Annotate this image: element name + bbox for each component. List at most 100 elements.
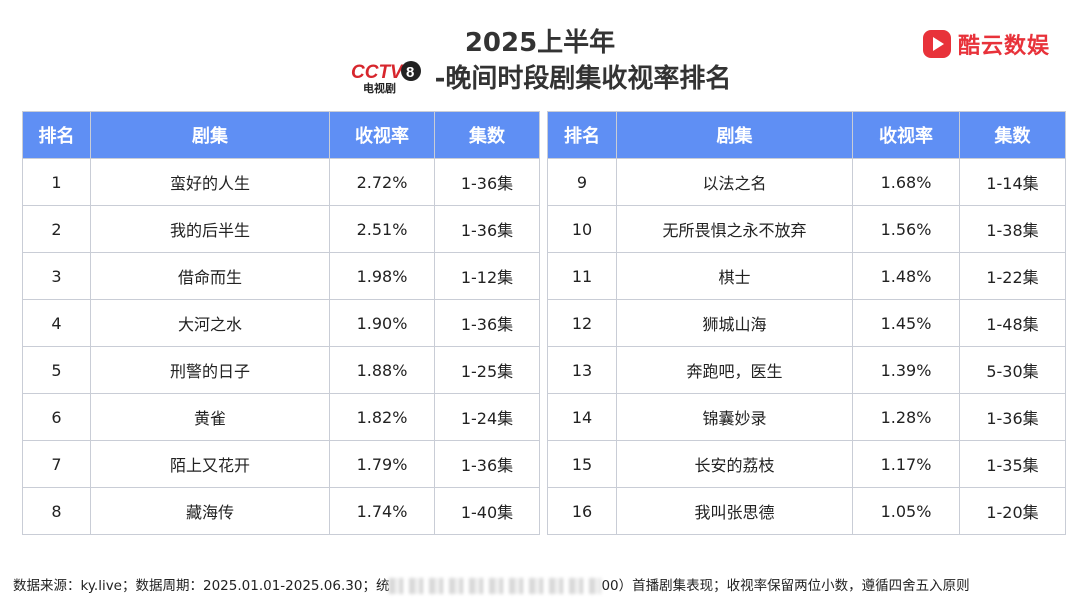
table-row: 9 以法之名 1.68% 1-14集 bbox=[547, 158, 1066, 206]
cell-series-name: 奔跑吧，医生 bbox=[616, 346, 853, 394]
cell-rating: 1.98% bbox=[329, 252, 435, 300]
header-episodes: 集数 bbox=[959, 111, 1066, 159]
table-row: 4 大河之水 1.90% 1-36集 bbox=[22, 299, 540, 347]
cell-episodes: 1-36集 bbox=[959, 393, 1066, 441]
cell-rank: 2 bbox=[22, 205, 91, 253]
cell-series-name: 藏海传 bbox=[90, 487, 330, 535]
cell-rating: 1.56% bbox=[852, 205, 960, 253]
cell-series-name: 长安的荔枝 bbox=[616, 440, 853, 488]
cell-episodes: 1-25集 bbox=[434, 346, 540, 394]
cell-episodes: 1-12集 bbox=[434, 252, 540, 300]
cell-series-name: 借命而生 bbox=[90, 252, 330, 300]
table-header-row: 排名 剧集 收视率 集数 bbox=[22, 111, 540, 159]
svg-text:8: 8 bbox=[406, 64, 414, 81]
ranking-table-left: 排名 剧集 收视率 集数 1 蛮好的人生 2.72% 1-36集 2 我的后半生 2.51%… bbox=[22, 111, 540, 535]
cell-rank: 6 bbox=[22, 393, 91, 441]
cell-rank: 1 bbox=[22, 158, 91, 206]
cell-series-name: 棋士 bbox=[616, 252, 853, 300]
cell-episodes: 1-48集 bbox=[959, 299, 1066, 347]
cell-series-name: 蛮好的人生 bbox=[90, 158, 330, 206]
table-row: 7 陌上又花开 1.79% 1-36集 bbox=[22, 440, 540, 488]
footnote-text-start: 数据来源：ky.live；数据周期：2025.01.01-2025.06.30；… bbox=[13, 578, 390, 594]
cell-rank: 10 bbox=[547, 205, 617, 253]
cell-series-name: 刑警的日子 bbox=[90, 346, 330, 394]
cell-rank: 14 bbox=[547, 393, 617, 441]
table-row: 12 狮城山海 1.45% 1-48集 bbox=[547, 299, 1066, 347]
cell-rating: 1.68% bbox=[852, 158, 960, 206]
table-header-row: 排名 剧集 收视率 集数 bbox=[547, 111, 1066, 159]
table-row: 10 无所畏惧之永不放弃 1.56% 1-38集 bbox=[547, 205, 1066, 253]
brand-name: 酷云数娱 bbox=[957, 34, 1050, 59]
table-row: 3 借命而生 1.98% 1-12集 bbox=[22, 252, 540, 300]
cell-rating: 1.79% bbox=[329, 440, 435, 488]
cell-episodes: 1-40集 bbox=[434, 487, 540, 535]
cell-rating: 1.17% bbox=[852, 440, 960, 488]
cell-rank: 16 bbox=[547, 487, 617, 535]
cell-rating: 1.88% bbox=[329, 346, 435, 394]
cell-rank: 8 bbox=[22, 487, 91, 535]
cell-rank: 12 bbox=[547, 299, 617, 347]
cell-rank: 3 bbox=[22, 252, 91, 300]
cctv8-logo: CCTV8 8 电视剧 bbox=[351, 60, 421, 95]
cell-rating: 1.74% bbox=[329, 487, 435, 535]
cell-rank: 11 bbox=[547, 252, 617, 300]
cell-series-name: 陌上又花开 bbox=[90, 440, 330, 488]
cell-episodes: 1-14集 bbox=[959, 158, 1066, 206]
header-series: 剧集 bbox=[616, 111, 853, 159]
ranking-table-right: 排名 剧集 收视率 集数 9 以法之名 1.68% 1-14集 10 无所畏惧之永不放弃 1… bbox=[547, 111, 1066, 535]
table-row: 16 我叫张思德 1.05% 1-20集 bbox=[547, 487, 1066, 535]
cell-episodes: 1-35集 bbox=[959, 440, 1066, 488]
cell-episodes: 1-38集 bbox=[959, 205, 1066, 253]
cell-rating: 2.51% bbox=[329, 205, 435, 253]
channel-8-badge bbox=[400, 60, 421, 81]
cell-rank: 9 bbox=[547, 158, 617, 206]
cell-rating: 1.48% bbox=[852, 252, 960, 300]
table-row: 11 棋士 1.48% 1-22集 bbox=[547, 252, 1066, 300]
page-title-line1: 2025上半年 bbox=[464, 28, 616, 58]
cell-series-name: 黄雀 bbox=[90, 393, 330, 441]
page-title-line2: CCTV8 8 电视剧 -晚间时段剧集收视率排名 bbox=[0, 58, 1080, 95]
table-row: 1 蛮好的人生 2.72% 1-36集 bbox=[22, 158, 540, 206]
table-row: 15 长安的荔枝 1.17% 1-35集 bbox=[547, 440, 1066, 488]
cell-rank: 4 bbox=[22, 299, 91, 347]
table-row: 5 刑警的日子 1.88% 1-25集 bbox=[22, 346, 540, 394]
kuyun-play-icon bbox=[922, 30, 951, 58]
cell-rating: 1.28% bbox=[852, 393, 960, 441]
footnote-text-end: 00）首播剧集表现；收视率保留两位小数，遵循四舍五入原则 bbox=[601, 578, 970, 594]
brand-logo: 酷云数娱 bbox=[922, 28, 1050, 60]
header-rating: 收视率 bbox=[329, 111, 435, 159]
header-rank: 排名 bbox=[22, 111, 91, 159]
cctv-logo-text: CCTV8 bbox=[351, 62, 414, 83]
table-row: 8 藏海传 1.74% 1-40集 bbox=[22, 487, 540, 535]
cell-rating: 2.72% bbox=[329, 158, 435, 206]
cell-rating: 1.39% bbox=[852, 346, 960, 394]
cell-episodes: 5-30集 bbox=[959, 346, 1066, 394]
page-title-suffix: -晚间时段剧集收视率排名 bbox=[434, 64, 732, 94]
header-rating: 收视率 bbox=[852, 111, 960, 159]
cell-episodes: 1-24集 bbox=[434, 393, 540, 441]
cell-series-name: 狮城山海 bbox=[616, 299, 853, 347]
cell-episodes: 1-36集 bbox=[434, 299, 540, 347]
cell-rating: 1.90% bbox=[329, 299, 435, 347]
table-row: 2 我的后半生 2.51% 1-36集 bbox=[22, 205, 540, 253]
redacted-watermark bbox=[389, 578, 602, 594]
cell-episodes: 1-36集 bbox=[434, 205, 540, 253]
cell-rank: 7 bbox=[22, 440, 91, 488]
cell-series-name: 我叫张思德 bbox=[616, 487, 853, 535]
header-series: 剧集 bbox=[90, 111, 330, 159]
cell-rating: 1.82% bbox=[329, 393, 435, 441]
cell-rating: 1.45% bbox=[852, 299, 960, 347]
cell-rank: 13 bbox=[547, 346, 617, 394]
cell-episodes: 1-36集 bbox=[434, 440, 540, 488]
cctv-logo-subtext: 电视剧 bbox=[363, 81, 396, 95]
cell-series-name: 锦囊妙录 bbox=[616, 393, 853, 441]
cell-episodes: 1-36集 bbox=[434, 158, 540, 206]
header-rank: 排名 bbox=[547, 111, 617, 159]
table-row: 14 锦囊妙录 1.28% 1-36集 bbox=[547, 393, 1066, 441]
header-episodes: 集数 bbox=[434, 111, 540, 159]
data-source-footnote: 数据来源：ky.live；数据周期：2025.01.01-2025.06.30；… bbox=[13, 574, 970, 594]
cell-series-name: 大河之水 bbox=[90, 299, 330, 347]
cell-series-name: 我的后半生 bbox=[90, 205, 330, 253]
table-row: 6 黄雀 1.82% 1-24集 bbox=[22, 393, 540, 441]
cell-series-name: 以法之名 bbox=[616, 158, 853, 206]
